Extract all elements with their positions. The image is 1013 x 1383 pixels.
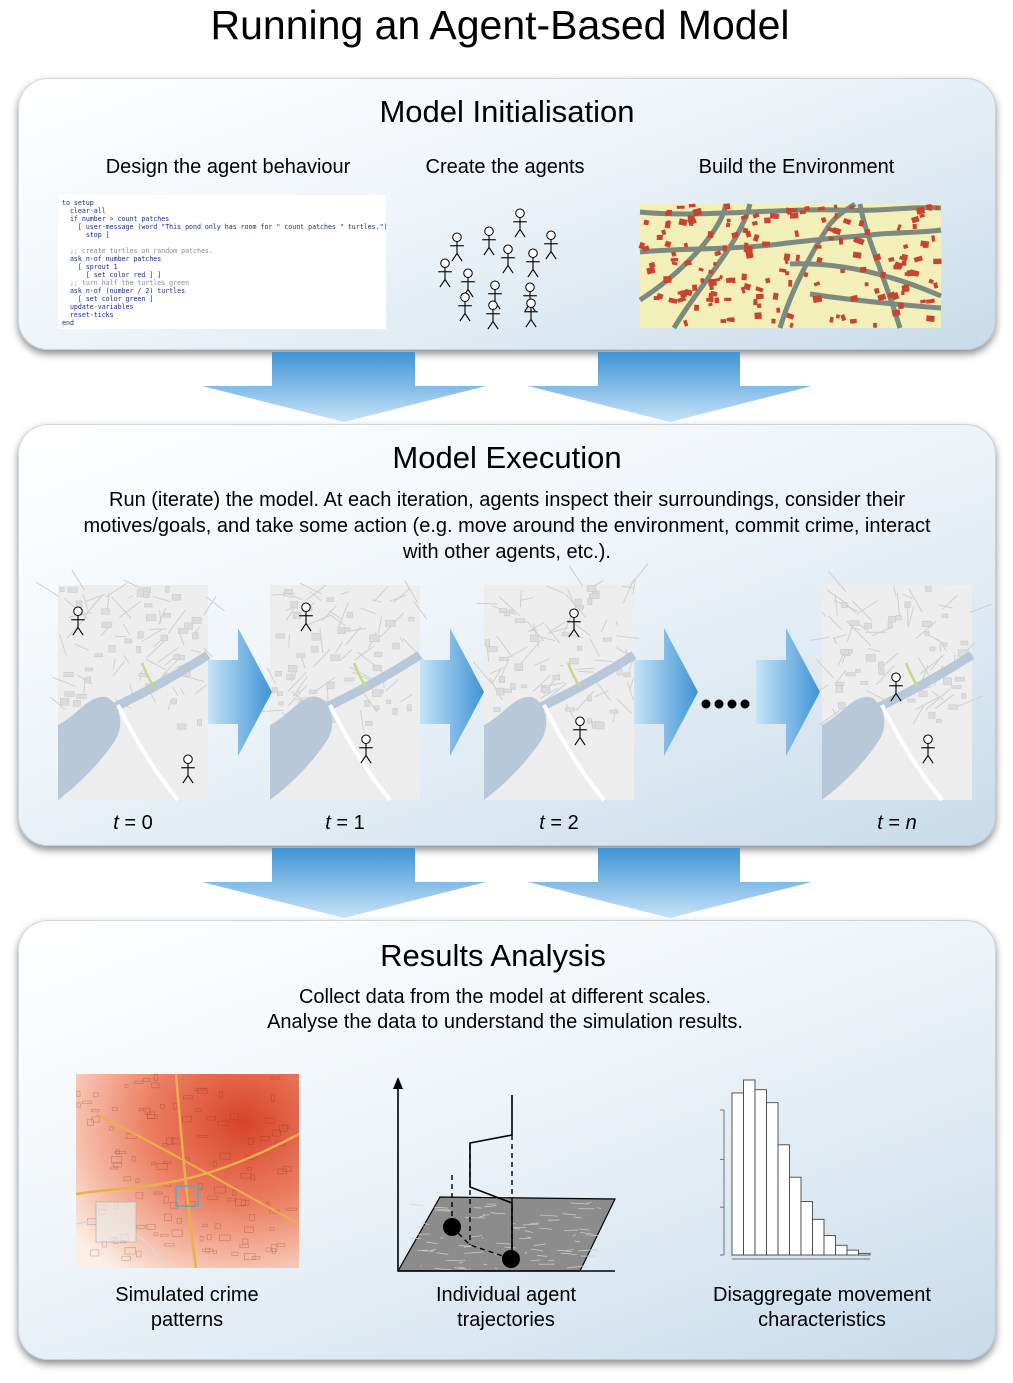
agent-icon — [524, 298, 538, 328]
map-frame-t0 — [35, 569, 225, 802]
agent-icon — [482, 226, 496, 256]
map-frame-tn — [809, 570, 992, 802]
agents-stick-figures — [438, 208, 558, 330]
code-line: [ set color red ] ] — [62, 271, 162, 279]
execution-title: Model Execution — [392, 440, 622, 475]
results-description-line1: Collect data from the model at different… — [298, 986, 712, 1008]
agent-icon — [461, 268, 475, 298]
code-line: [ sprout 1 — [62, 263, 118, 271]
code-line: end — [62, 319, 74, 327]
initialisation-title: Model Initialisation — [379, 94, 635, 129]
environment-map — [638, 201, 942, 330]
histogram-bar — [846, 1249, 859, 1256]
code-line: [ set color green ] — [62, 295, 154, 303]
agent-icon — [458, 292, 472, 322]
histogram-bar — [743, 1079, 756, 1256]
code-line: ask n-of (number / 2) turtles — [62, 287, 186, 295]
histogram-bar — [789, 1176, 802, 1256]
agent-icon — [573, 716, 587, 746]
code-line: reset-ticks — [62, 311, 114, 319]
histogram-bar — [777, 1144, 790, 1256]
time-label-0: t = 0 — [113, 812, 153, 834]
histogram-bar — [766, 1102, 779, 1256]
histogram-bar — [823, 1235, 836, 1256]
histogram-bar — [731, 1092, 744, 1256]
code-line — [62, 239, 382, 247]
results-description-line2: Analyse the data to understand the simul… — [267, 1011, 743, 1033]
code-line: if number > count patches — [62, 215, 170, 223]
agent-behaviour-code: to setup clear-all if number > count pat… — [58, 195, 386, 329]
agent-icon — [526, 248, 540, 278]
agent-icon — [438, 258, 452, 288]
agent-icon — [486, 300, 500, 330]
agent-icon — [921, 734, 935, 764]
histogram-bar — [812, 1218, 825, 1256]
step-design-label: Design the agent behaviour — [105, 156, 351, 178]
code-line: clear-all — [62, 207, 106, 215]
agent-icon — [567, 608, 581, 638]
histogram-bar — [754, 1089, 767, 1256]
flow-arrow — [202, 848, 812, 918]
agent-icon — [513, 208, 527, 238]
caption-crime-patterns: Simulated crime patterns — [115, 1284, 259, 1331]
code-line: [ user-message (word "This pond only has… — [62, 223, 386, 231]
code-line: ask n-of number patches — [62, 255, 162, 263]
movement-histogram — [720, 1079, 871, 1260]
agent-icon — [544, 230, 558, 260]
time-label-1: t = 1 — [325, 812, 365, 834]
trajectory-diagram — [393, 1077, 616, 1272]
map-frame-t2 — [473, 562, 649, 802]
crime-heatmap — [75, 1073, 300, 1269]
agent-icon — [299, 602, 313, 632]
execution-description: Run (iterate) the model. At each iterati… — [83, 489, 931, 563]
iteration-arrows — [208, 628, 820, 756]
page-title: Running an Agent-Based Model — [210, 2, 790, 48]
agent-icon — [181, 754, 195, 784]
time-label-n: t = n — [877, 812, 917, 834]
code-line: ;; create turtles on random patches. — [62, 247, 213, 255]
results-title: Results Analysis — [380, 938, 606, 973]
caption-movement-characteristics: Disaggregate movement characteristics — [713, 1284, 931, 1331]
flow-arrow — [202, 352, 812, 422]
agent-icon — [450, 232, 464, 262]
histogram-bar — [858, 1252, 871, 1256]
histogram-bar — [835, 1244, 848, 1256]
code-line: stop ] — [62, 231, 110, 239]
agent-icon — [501, 244, 515, 274]
histogram-bar — [800, 1201, 813, 1256]
caption-agent-trajectories: Individual agent trajectories — [435, 1284, 577, 1331]
map-frame-t1 — [259, 580, 428, 802]
code-line: update-variables — [62, 303, 134, 311]
time-label-2: t = 2 — [539, 812, 579, 834]
code-line: ;; turn half the turtles green — [62, 279, 190, 287]
agent-icon — [889, 672, 903, 702]
code-line: to setup — [62, 199, 94, 207]
step-create-label: Create the agents — [425, 156, 585, 178]
agent-icon — [71, 606, 85, 636]
step-environment-label: Build the Environment — [698, 156, 895, 178]
agent-icon — [359, 734, 373, 764]
